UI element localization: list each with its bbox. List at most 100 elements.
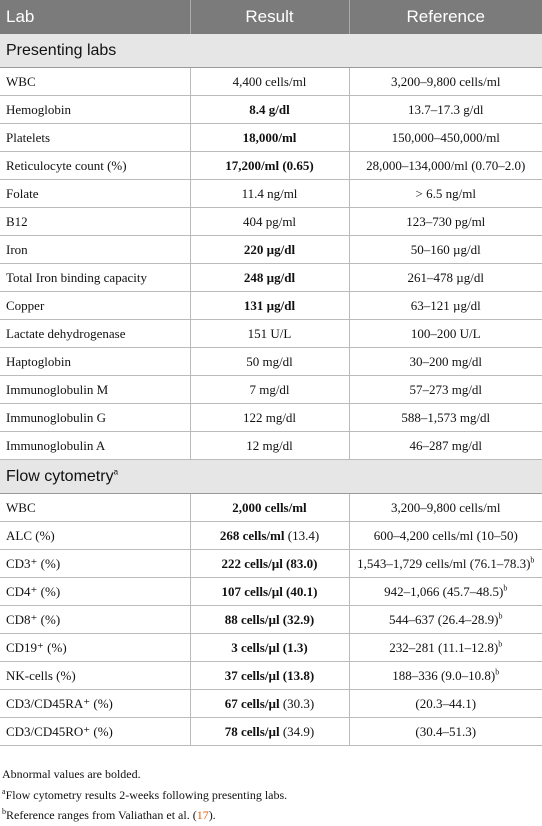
data-row: CD3/CD45RO⁺ (%) 78 cells/µl (34.9) (30.4–5… [0,717,542,746]
data-row: Lactate dehydrogenase 151 U/L 100–200 U/L [0,319,542,348]
lab-cell: CD3⁺ (%) [0,549,191,578]
section-title: Flow cytometry [6,467,114,485]
lab-cell: Haptoglobin [0,347,191,376]
lab-cell: Immunoglobulin A [0,431,191,460]
reference: 261–478 µg/dl [407,269,484,285]
lab-name: Immunoglobulin G [6,409,107,425]
section-title: Presenting labs [6,41,117,59]
result-cell: 50 mg/dl [190,347,350,376]
lab-name: Reticulocyte count (%) [6,157,127,173]
lab-cell: Platelets [0,123,191,152]
reference-cell: (30.4–51.3) [349,717,542,746]
abnormal-result: 88 cells/µl (32.9) [224,611,315,627]
footnote-mark: a [113,467,119,477]
result-cell: 37 cells/µl (13.8) [190,661,350,690]
reference: 28,000–134,000/ml (0.70–2.0) [366,157,526,173]
lab-cell: CD8⁺ (%) [0,605,191,634]
lab-cell: Iron [0,235,191,264]
reference-cell: 3,200–9,800 cells/ml [349,493,542,522]
data-row: Total Iron binding capacity 248 µg/dl 261–… [0,263,542,292]
lab-name: CD3/CD45RO⁺ (%) [6,723,113,739]
lab-cell: WBC [0,493,191,522]
result-cell: 78 cells/µl (34.9) [190,717,350,746]
reference: 46–287 mg/dl [409,437,483,453]
result-cell: 122 mg/dl [190,403,350,432]
header-cell: Result [190,0,350,34]
lab-cell: Total Iron binding capacity [0,263,191,292]
lab-name: Immunoglobulin M [6,381,109,397]
reference-cell: 46–287 mg/dl [349,431,542,460]
abnormal-result: 131 µg/dl [243,297,296,313]
reference: (20.3–44.1) [415,695,477,711]
result-cell: 268 cells/ml (13.4) [190,521,350,550]
result-cell: 107 cells/µl (40.1) [190,577,350,606]
reference: 188–336 (9.0–10.8) [392,667,496,683]
lab-name: ALC (%) [6,527,55,543]
result-cell: 18,000/ml [190,123,350,152]
lab-table: Lab Result Reference Presenting labs WBC 4… [0,0,542,746]
section-cell: Flow cytometrya [0,459,542,494]
result-cell: 2,000 cells/ml [190,493,350,522]
abnormal-result: 67 cells/µl [224,695,280,711]
reference-cell: 3,200–9,800 cells/ml [349,67,542,96]
reference-cell: 1,543–1,729 cells/ml (76.1–78.3)b [349,549,542,578]
reference-cell: (20.3–44.1) [349,689,542,718]
abnormal-result: 8.4 g/dl [249,101,290,117]
reference: 3,200–9,800 cells/ml [391,73,501,89]
abnormal-result: 107 cells/µl (40.1) [221,583,318,599]
reference: 232–281 (11.1–12.8) [389,639,499,655]
result-cell: 222 cells/µl (83.0) [190,549,350,578]
reference: 100–200 U/L [410,325,481,341]
lab-name: Immunoglobulin A [6,437,106,453]
footnote-text: Reference ranges from Valiathan et al. ( [6,808,197,822]
data-row: Folate 11.4 ng/ml > 6.5 ng/ml [0,179,542,208]
lab-cell: Reticulocyte count (%) [0,151,191,180]
abnormal-result: 78 cells/µl [224,723,280,739]
abnormal-result: 37 cells/µl (13.8) [224,667,315,683]
lab-name: CD8⁺ (%) [6,611,61,627]
header-row: Lab Result Reference [0,0,542,34]
result-cell: 4,400 cells/ml [190,67,350,96]
reference-cell: 30–200 mg/dl [349,347,542,376]
result: (34.9) [282,723,315,739]
header-cell: Reference [349,0,542,34]
lab-cell: Lactate dehydrogenase [0,319,191,348]
footnotes: Abnormal values are bolded. aFlow cytomet… [0,746,542,826]
reference: 30–200 mg/dl [409,353,483,369]
reference-cell: 544–637 (26.4–28.9)b [349,605,542,634]
lab-cell: CD3/CD45RO⁺ (%) [0,717,191,746]
data-row: CD19⁺ (%) 3 cells/µl (1.3) 232–281 (11.1–1… [0,633,542,662]
data-row: Haptoglobin 50 mg/dl 30–200 mg/dl [0,347,542,376]
reference: 544–637 (26.4–28.9) [389,611,499,627]
abnormal-result: 220 µg/dl [243,241,296,257]
result-cell: 8.4 g/dl [190,95,350,124]
lab-name: CD3⁺ (%) [6,555,61,571]
abnormal-result: 248 µg/dl [243,269,296,285]
reference: 1,543–1,729 cells/ml (76.1–78.3) [357,555,531,571]
lab-cell: NK-cells (%) [0,661,191,690]
result: 7 mg/dl [249,381,290,397]
data-row: Reticulocyte count (%) 17,200/ml (0.65) 28… [0,151,542,180]
data-row: Immunoglobulin A 12 mg/dl 46–287 mg/dl [0,431,542,460]
footnote-mark: b [530,555,535,565]
section-row: Flow cytometrya [0,459,542,494]
reference-cell: 100–200 U/L [349,319,542,348]
data-row: CD3⁺ (%) 222 cells/µl (83.0) 1,543–1,729 c… [0,549,542,578]
abnormal-result: 3 cells/µl (1.3) [231,639,308,655]
footnote: bReference ranges from Valiathan et al. … [2,805,542,826]
abnormal-result: 222 cells/µl (83.0) [221,555,318,571]
data-row: B12 404 pg/ml 123–730 pg/ml [0,207,542,236]
reference-cell: 588–1,573 mg/dl [349,403,542,432]
lab-name: WBC [6,499,36,515]
lab-cell: WBC [0,67,191,96]
reference: 13.7–17.3 g/dl [408,101,484,117]
lab-cell: B12 [0,207,191,236]
reference-cell: 28,000–134,000/ml (0.70–2.0) [349,151,542,180]
reference: 50–160 µg/dl [410,241,481,257]
result: 12 mg/dl [246,437,293,453]
result-cell: 151 U/L [190,319,350,348]
result-cell: 88 cells/µl (32.9) [190,605,350,634]
result-cell: 131 µg/dl [190,291,350,320]
lab-name: Iron [6,241,28,257]
